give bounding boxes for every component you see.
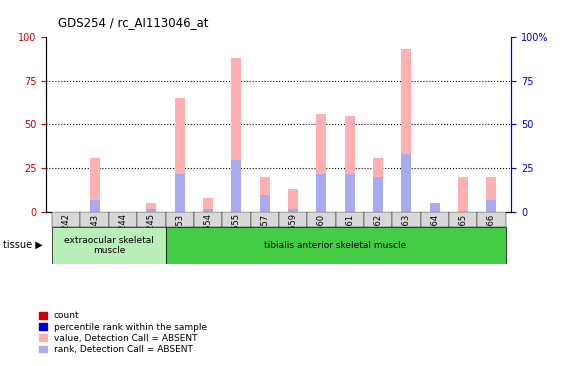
Text: GSM5553: GSM5553 bbox=[175, 213, 184, 254]
Bar bbox=[203, 209, 213, 212]
Text: GSM5561: GSM5561 bbox=[345, 213, 354, 254]
Bar bbox=[345, 173, 354, 212]
Text: GDS254 / rc_AI113046_at: GDS254 / rc_AI113046_at bbox=[58, 16, 209, 29]
Bar bbox=[317, 173, 327, 212]
Text: GSM5566: GSM5566 bbox=[487, 213, 496, 254]
FancyBboxPatch shape bbox=[307, 212, 336, 227]
FancyBboxPatch shape bbox=[52, 212, 81, 227]
Text: GSM5562: GSM5562 bbox=[374, 213, 382, 254]
Text: GSM5559: GSM5559 bbox=[289, 213, 297, 253]
FancyBboxPatch shape bbox=[52, 227, 166, 264]
FancyBboxPatch shape bbox=[336, 212, 364, 227]
FancyBboxPatch shape bbox=[392, 212, 421, 227]
Text: GSM5554: GSM5554 bbox=[203, 213, 213, 253]
Bar bbox=[146, 203, 156, 212]
Bar bbox=[373, 177, 383, 212]
FancyBboxPatch shape bbox=[222, 212, 250, 227]
Text: GSM4245: GSM4245 bbox=[147, 213, 156, 253]
FancyBboxPatch shape bbox=[137, 212, 166, 227]
Bar bbox=[345, 116, 354, 212]
FancyBboxPatch shape bbox=[194, 212, 222, 227]
Bar bbox=[486, 200, 496, 212]
Text: GSM4244: GSM4244 bbox=[119, 213, 127, 253]
Bar bbox=[203, 198, 213, 212]
Bar bbox=[231, 160, 241, 212]
Text: GSM5565: GSM5565 bbox=[458, 213, 468, 254]
Bar bbox=[373, 158, 383, 212]
FancyBboxPatch shape bbox=[421, 212, 449, 227]
Text: tissue ▶: tissue ▶ bbox=[3, 240, 42, 250]
Bar bbox=[317, 114, 327, 212]
Text: GSM5560: GSM5560 bbox=[317, 213, 326, 254]
Text: GSM5564: GSM5564 bbox=[431, 213, 439, 254]
Bar bbox=[89, 158, 99, 212]
FancyBboxPatch shape bbox=[449, 212, 477, 227]
Bar bbox=[175, 98, 185, 212]
FancyBboxPatch shape bbox=[477, 212, 505, 227]
FancyBboxPatch shape bbox=[279, 212, 307, 227]
Bar bbox=[401, 49, 411, 212]
Text: extraocular skeletal
muscle: extraocular skeletal muscle bbox=[64, 235, 154, 255]
Text: GSM4242: GSM4242 bbox=[62, 213, 71, 253]
FancyBboxPatch shape bbox=[250, 212, 279, 227]
Text: GSM4243: GSM4243 bbox=[90, 213, 99, 254]
Bar bbox=[458, 177, 468, 212]
FancyBboxPatch shape bbox=[81, 212, 109, 227]
Bar bbox=[89, 200, 99, 212]
Bar bbox=[146, 209, 156, 212]
Bar bbox=[401, 154, 411, 212]
FancyBboxPatch shape bbox=[109, 212, 137, 227]
Bar bbox=[430, 203, 440, 212]
Text: GSM5563: GSM5563 bbox=[402, 213, 411, 254]
Bar bbox=[231, 58, 241, 212]
Text: tibialis anterior skeletal muscle: tibialis anterior skeletal muscle bbox=[264, 241, 407, 250]
Text: GSM5555: GSM5555 bbox=[232, 213, 241, 253]
Bar bbox=[486, 177, 496, 212]
FancyBboxPatch shape bbox=[166, 212, 194, 227]
Bar bbox=[260, 195, 270, 212]
Bar bbox=[260, 177, 270, 212]
Bar bbox=[288, 190, 298, 212]
FancyBboxPatch shape bbox=[166, 227, 505, 264]
Bar bbox=[288, 209, 298, 212]
FancyBboxPatch shape bbox=[364, 212, 392, 227]
Text: GSM5557: GSM5557 bbox=[260, 213, 269, 254]
Legend: count, percentile rank within the sample, value, Detection Call = ABSENT, rank, : count, percentile rank within the sample… bbox=[40, 311, 207, 354]
Bar bbox=[175, 173, 185, 212]
